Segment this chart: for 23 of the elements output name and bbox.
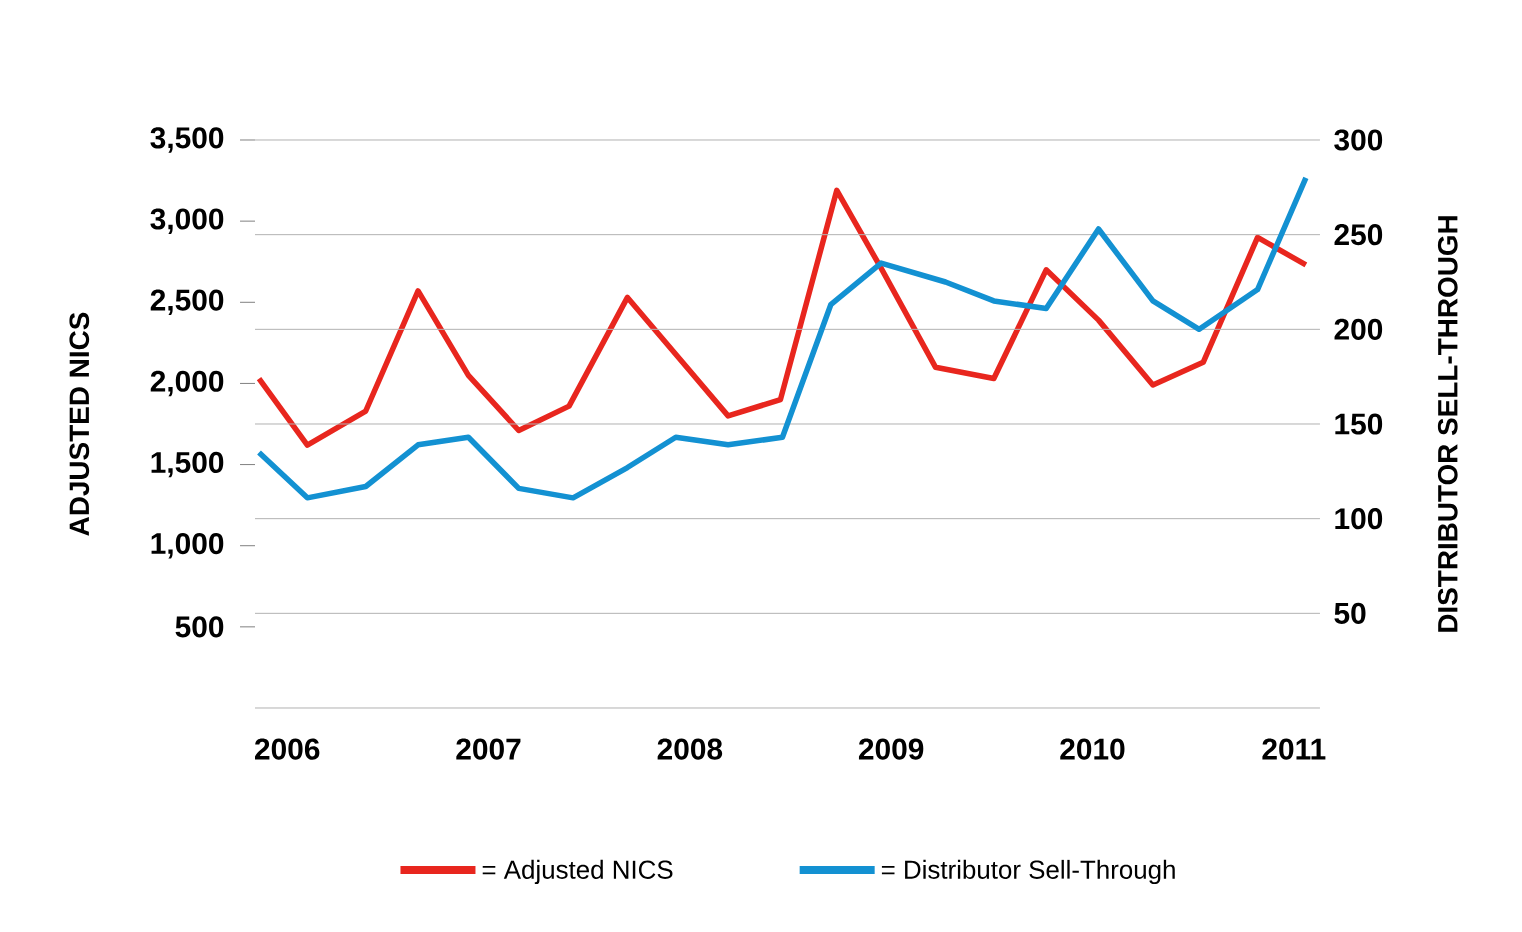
y2-tick-label: 300 — [1334, 129, 1383, 151]
y-tick-label: 500 — [175, 616, 224, 638]
y-tick-label: 1,500 — [151, 451, 224, 478]
y2-tick-label: 50 — [1334, 602, 1366, 624]
y2-tick-label: 100 — [1335, 508, 1383, 530]
y2-tick-label: 250 — [1334, 224, 1383, 246]
y2-tick-label: 150 — [1335, 413, 1383, 435]
x-tick-label: 2011 — [1262, 738, 1326, 760]
legend-label: = Distributor Sell-Through — [881, 859, 1175, 885]
y-tick-label: 2,000 — [150, 370, 224, 397]
y-tick-label: 3,500 — [150, 127, 224, 153]
x-tick-label: 2008 — [657, 738, 723, 760]
x-tick-label: 2006 — [255, 738, 320, 760]
y2-axis-title: DISTRIBUTOR SELL-THROUGH — [1437, 216, 1458, 632]
y-tick-label: 1,000 — [151, 532, 224, 559]
y-axis-title: ADJUSTED NICS — [69, 312, 90, 536]
x-tick-label: 2010 — [1060, 738, 1125, 760]
x-tick-label: 2007 — [456, 738, 521, 760]
x-tick-label: 2009 — [858, 738, 924, 760]
legend-label: = Adjusted NICS — [482, 859, 673, 885]
y2-tick-label: 200 — [1334, 318, 1383, 340]
y-tick-label: 2,500 — [150, 289, 224, 316]
y-tick-label: 3,000 — [150, 208, 224, 234]
